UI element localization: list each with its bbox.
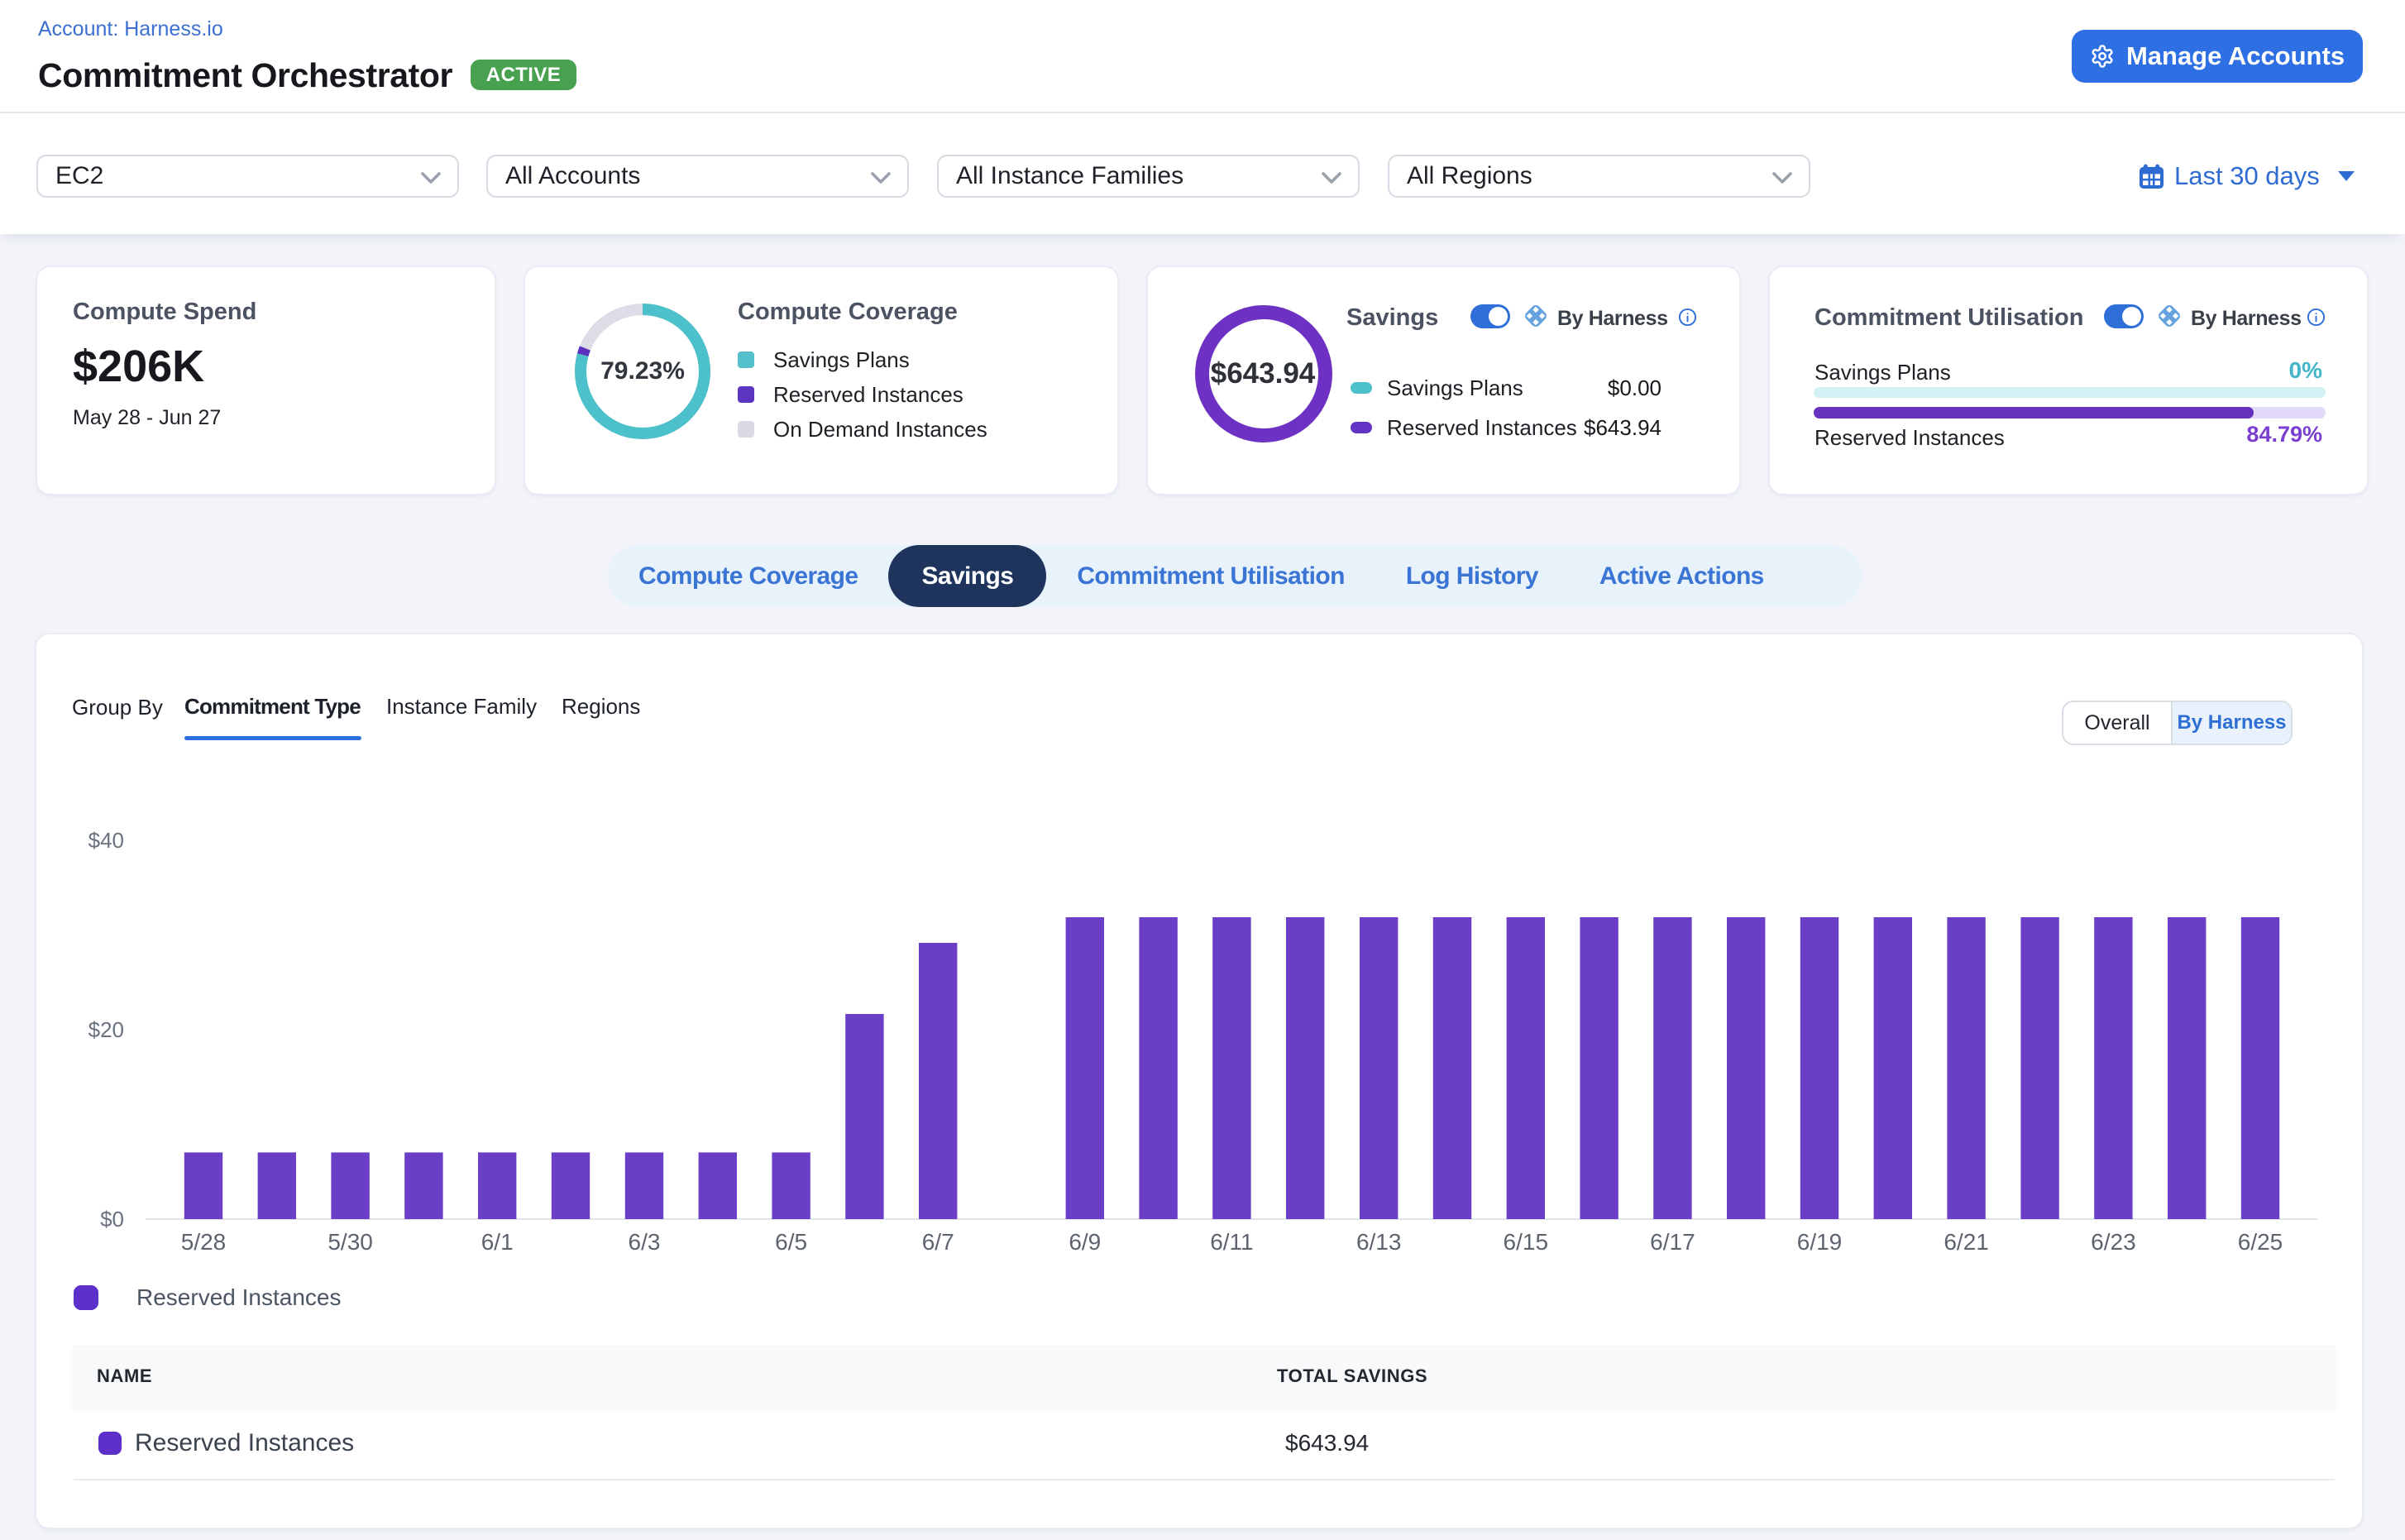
svg-text:6/7: 6/7: [922, 1229, 954, 1255]
svg-text:6/5: 6/5: [775, 1229, 807, 1255]
svg-text:6/3: 6/3: [629, 1229, 661, 1255]
svg-text:6/1: 6/1: [481, 1229, 514, 1255]
svg-text:6/23: 6/23: [2091, 1229, 2136, 1255]
svg-text:6/25: 6/25: [2238, 1229, 2283, 1255]
svg-text:5/30: 5/30: [328, 1229, 373, 1255]
svg-text:6/13: 6/13: [1356, 1229, 1402, 1255]
svg-text:6/15: 6/15: [1504, 1229, 1549, 1255]
svg-text:6/19: 6/19: [1797, 1229, 1843, 1255]
svg-text:6/21: 6/21: [1944, 1229, 1989, 1255]
svg-text:5/28: 5/28: [181, 1229, 227, 1255]
svg-text:6/11: 6/11: [1210, 1229, 1253, 1255]
svg-text:$40: $40: [88, 828, 124, 853]
svg-text:$20: $20: [88, 1017, 124, 1042]
svg-text:$0: $0: [100, 1207, 124, 1232]
svg-text:6/17: 6/17: [1650, 1229, 1695, 1255]
svg-text:6/9: 6/9: [1069, 1229, 1101, 1255]
